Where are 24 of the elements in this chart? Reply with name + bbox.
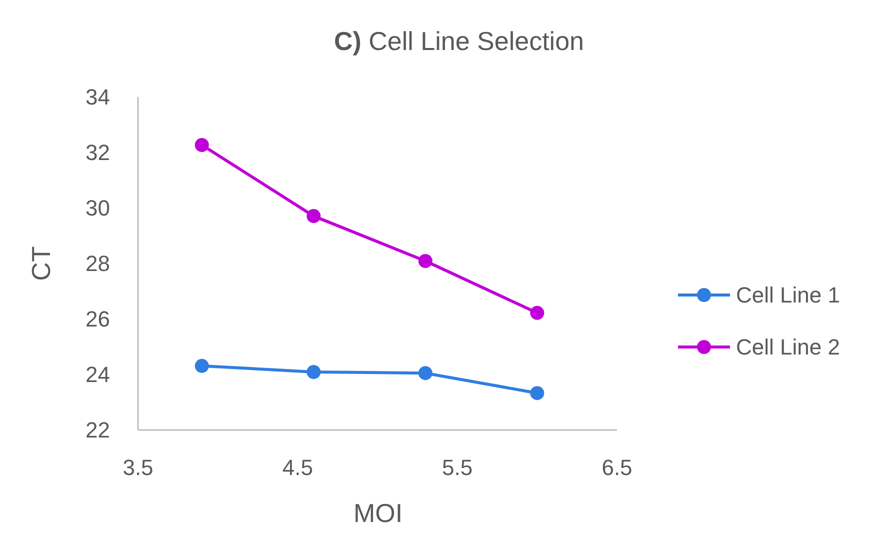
y-tick-label: 26: [86, 306, 110, 332]
x-tick-label: 5.5: [442, 455, 473, 480]
point: [306, 209, 321, 224]
y-tick-label: 34: [86, 84, 110, 110]
point: [418, 254, 432, 268]
x-axis-title: MOI: [353, 498, 403, 528]
legend-label: Cell Line 1: [736, 282, 840, 308]
y-axis-title: CT: [26, 246, 56, 281]
y-tick-label: 22: [86, 418, 110, 443]
legend-label: Cell Line 2: [736, 334, 840, 360]
x-tick-label: 4.5: [282, 455, 313, 480]
chart-title: C) Cell Line Selection: [334, 26, 584, 56]
x-tick-label: 3.5: [122, 455, 154, 480]
point: [194, 138, 209, 152]
point: [418, 366, 432, 380]
point: [306, 365, 321, 380]
point: [530, 386, 544, 400]
point: [530, 306, 544, 320]
y-tick-label: 32: [86, 140, 110, 166]
point: [194, 358, 209, 373]
y-tick-label: 28: [86, 251, 110, 276]
x-tick-label: 6.5: [602, 455, 632, 480]
y-tick-label: 24: [86, 362, 110, 388]
y-tick-label: 30: [86, 196, 110, 221]
